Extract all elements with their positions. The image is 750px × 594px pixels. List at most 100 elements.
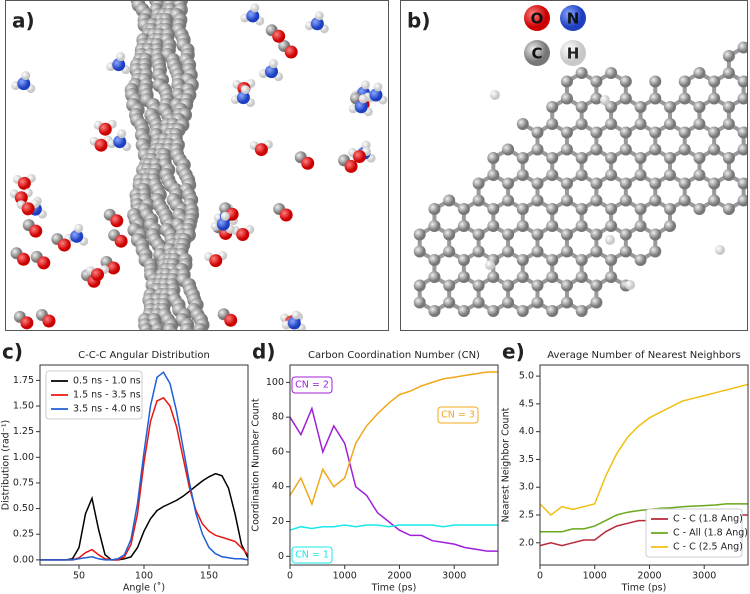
atom [531,296,544,309]
atom [619,245,632,258]
atom [279,208,293,222]
atom [443,228,456,241]
y-tick-label: 3.5 [519,454,534,465]
atom [737,92,747,105]
axes-frame [39,364,249,566]
atom [457,220,470,232]
atom [575,220,588,232]
axes-frame [539,364,749,566]
atom [664,220,677,232]
atom [524,5,550,31]
atom [29,224,43,238]
x-axis-label: Time (ps) [371,583,417,594]
atom [284,45,298,59]
atom [516,220,529,232]
atom [531,143,544,156]
atom [722,67,735,79]
y-tick-label: 1.25 [13,426,34,437]
atom [413,279,426,292]
atom [502,296,515,309]
atom [634,254,647,266]
atom [150,323,165,330]
atom [361,140,371,150]
atom [575,254,588,266]
atom [502,245,515,258]
atom [112,58,126,72]
x-tick-label: 3000 [692,571,716,582]
atom [693,203,706,215]
atom [575,152,588,164]
atom [708,194,721,207]
atom [590,143,603,156]
y-tick-label: 0.00 [13,554,34,565]
atom [168,328,178,330]
atom [502,228,515,241]
atom [236,91,250,105]
atom [246,9,260,23]
atom [560,177,573,190]
y-tick-label: 2.0 [519,537,534,548]
atom [634,169,647,181]
atom [722,203,735,215]
legend-box [645,508,743,558]
atom [98,122,112,136]
atom [487,152,500,164]
x-axis-label: Time (ps) [621,583,667,594]
atom-legend-label: O [531,10,544,28]
atom [664,169,677,181]
atom [443,245,456,258]
legend-label: C - All (1.8 Ang) [673,528,748,539]
atom [216,217,230,231]
atom [531,177,544,190]
atom [114,234,128,248]
atom [220,211,230,221]
atom [575,101,588,113]
atom [531,194,544,207]
panel-label: b) [407,9,430,33]
atom [472,177,485,190]
atom [634,101,647,113]
atom [272,29,286,43]
atom [116,52,126,62]
atom [153,328,164,330]
atom [193,323,208,330]
atom [678,92,691,105]
atom [546,305,559,317]
atom [590,279,603,292]
y-axis-label: Coordination Number Count [251,398,262,531]
y-tick-label: 40 [272,481,284,492]
atom [664,152,677,164]
atom [516,118,529,130]
y-tick-label: 0.75 [13,477,34,488]
x-tick-label: 1000 [583,571,607,582]
atom [516,271,529,283]
atom [142,328,153,330]
atom [269,59,279,69]
y-tick-label: 80 [272,412,284,423]
atom [722,169,735,181]
series-line [40,371,249,561]
atom [737,41,747,54]
atom [546,271,559,283]
atom [619,126,632,139]
atom [693,152,706,164]
atom [634,152,647,164]
atom [502,177,515,190]
atom [605,220,618,232]
atom [360,80,370,90]
annotation: CN = 1 [295,550,329,561]
atom [708,75,721,88]
atom [678,75,691,88]
atom [17,252,31,266]
panel-a-frame [5,0,389,331]
series-line [40,472,249,561]
atom [428,271,441,283]
y-tick-label: 20 [272,516,284,527]
charts: c) C-C-C Angular Distribution Angle (˚) Dis… [1,340,749,594]
atom [531,279,544,292]
atom [21,202,35,216]
atom [354,100,368,114]
atom [457,271,470,283]
atom [17,176,31,190]
atom [560,40,586,66]
